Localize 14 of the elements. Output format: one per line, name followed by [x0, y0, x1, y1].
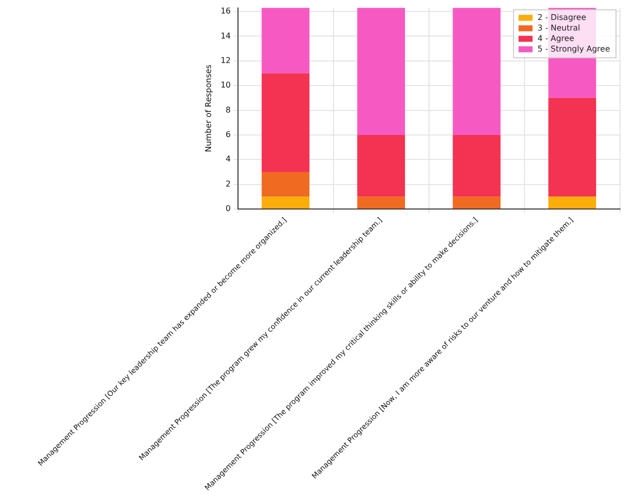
y-tick-label: 0 [226, 204, 231, 214]
y-tick-label: 14 [220, 31, 231, 40]
legend-label: 4 - Agree [538, 34, 574, 43]
y-tick-label: 12 [220, 56, 231, 65]
y-axis-title: Number of Responses [204, 64, 213, 152]
y-tick-label: 6 [226, 130, 231, 140]
legend-label: 2 - Disagree [538, 12, 586, 22]
y-tick-label: 8 [226, 105, 231, 114]
y-tick-label: 16 [220, 6, 231, 16]
y-tick-label: 4 [226, 154, 231, 164]
y-tick-label: 10 [220, 80, 231, 90]
legend-label: 5 - Strongly Agree [538, 44, 610, 54]
legend-label: 3 - Neutral [538, 23, 580, 32]
y-tick-label: 2 [226, 179, 231, 188]
